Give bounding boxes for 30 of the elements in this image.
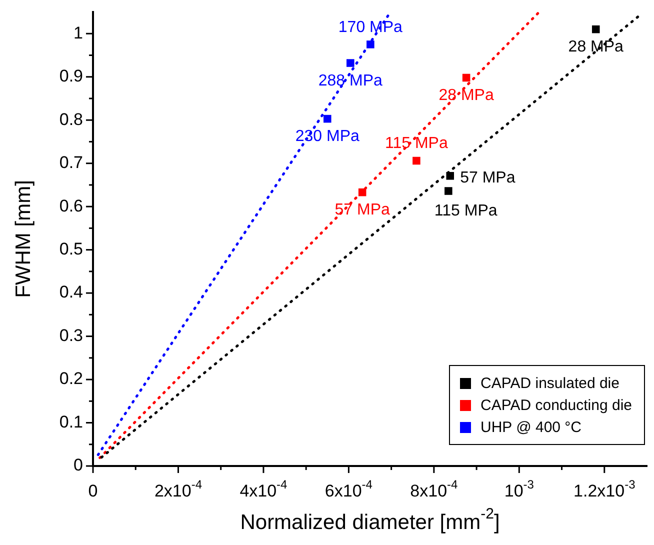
- y-tick-label: 0.9: [59, 66, 84, 86]
- point: [366, 40, 374, 48]
- y-tick-label: 0.4: [59, 282, 84, 302]
- point: [346, 59, 354, 67]
- y-tick-label: 0.3: [59, 326, 84, 345]
- annotation: 115 MPa: [434, 202, 498, 220]
- y-tick-label: 0.1: [59, 412, 84, 432]
- y-tick-label: 1: [74, 23, 84, 42]
- y-tick-label: 0.5: [59, 239, 84, 258]
- point: [462, 74, 470, 82]
- x-tick-label: 0: [88, 482, 98, 501]
- y-tick-label: 0.8: [59, 110, 84, 129]
- point: [412, 156, 420, 165]
- legend-label: UHP @ 400 °C: [480, 418, 582, 436]
- point: [592, 25, 600, 34]
- legend-label: CAPAD conducting die: [480, 396, 632, 414]
- annotation: 288 MPa: [318, 72, 383, 90]
- y-tick-label: 0.7: [59, 153, 84, 172]
- y-axis-title: FWHM [mm]: [12, 180, 35, 298]
- y-tick-label: 0.2: [59, 369, 84, 388]
- y-tick-label: 0: [74, 456, 84, 475]
- y-tick-label: 0.6: [59, 196, 84, 216]
- point: [444, 187, 452, 195]
- annotation: 28 MPa: [568, 38, 624, 56]
- legend-label: CAPAD insulated die: [480, 374, 620, 392]
- point: [358, 188, 366, 196]
- point: [446, 172, 454, 180]
- point: [323, 114, 332, 123]
- annotation: 170 MPa: [338, 18, 403, 36]
- annotation: 57 MPa: [460, 169, 516, 186]
